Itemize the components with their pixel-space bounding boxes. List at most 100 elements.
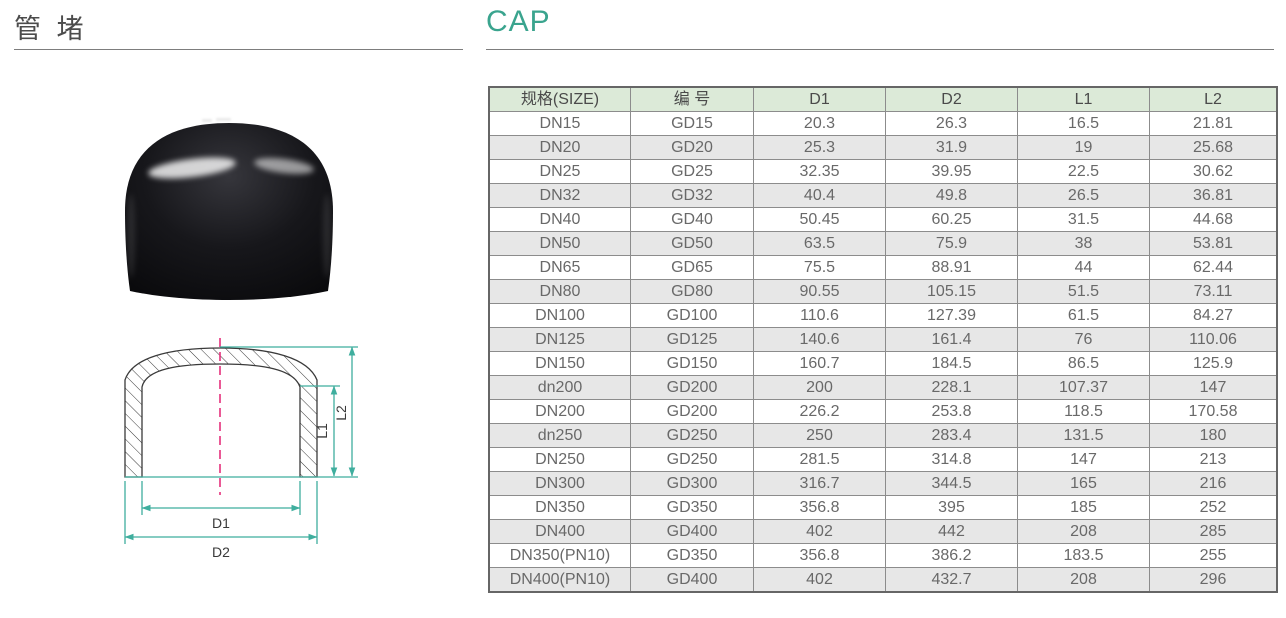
table-cell: 30.62 xyxy=(1149,159,1278,184)
table-cell: DN400 xyxy=(488,519,631,544)
table-cell: 131.5 xyxy=(1017,423,1150,448)
table-cell: 356.8 xyxy=(753,543,886,568)
table-row: DN350(PN10) GD350 356.8 386.2 183.5 255 xyxy=(488,543,1278,568)
table-cell: 356.8 xyxy=(753,495,886,520)
table-cell: 316.7 xyxy=(753,471,886,496)
table-cell: 183.5 xyxy=(1017,543,1150,568)
table-cell: 51.5 xyxy=(1017,279,1150,304)
column-header: L2 xyxy=(1149,86,1278,112)
table-cell: 31.5 xyxy=(1017,207,1150,232)
table-cell: 21.81 xyxy=(1149,111,1278,136)
table-row: DN400(PN10) GD400 402 432.7 208 296 xyxy=(488,567,1278,593)
table-cell: 213 xyxy=(1149,447,1278,472)
table-cell: 125.9 xyxy=(1149,351,1278,376)
table-cell: 110.6 xyxy=(753,303,886,328)
table-cell: 60.25 xyxy=(885,207,1018,232)
table-cell: 38 xyxy=(1017,231,1150,256)
table-row: DN15 GD15 20.3 26.3 16.5 21.81 xyxy=(488,111,1278,136)
table-row: DN400 GD400 402 442 208 285 xyxy=(488,519,1278,544)
table-cell: 32.35 xyxy=(753,159,886,184)
table-cell: 140.6 xyxy=(753,327,886,352)
table-cell: GD200 xyxy=(630,399,754,424)
table-cell: 208 xyxy=(1017,519,1150,544)
cap-highlight-right xyxy=(254,158,314,174)
table-cell: DN100 xyxy=(488,303,631,328)
table-row: DN200 GD200 226.2 253.8 118.5 170.58 xyxy=(488,399,1278,424)
table-cell: 63.5 xyxy=(753,231,886,256)
table-cell: DN350(PN10) xyxy=(488,543,631,568)
page-title-chinese: 管 堵 xyxy=(14,14,88,44)
table-header-row: 规格(SIZE) 编 号 D1 D2 L1 L2 xyxy=(488,86,1278,112)
table-cell: 226.2 xyxy=(753,399,886,424)
table-cell: 84.27 xyxy=(1149,303,1278,328)
table-cell: GD125 xyxy=(630,327,754,352)
table-cell: 53.81 xyxy=(1149,231,1278,256)
table-cell: 22.5 xyxy=(1017,159,1150,184)
table-cell: DN400(PN10) xyxy=(488,567,631,593)
column-header: L1 xyxy=(1017,86,1150,112)
table-cell: 170.58 xyxy=(1149,399,1278,424)
table-cell: DN200 xyxy=(488,399,631,424)
table-cell: GD40 xyxy=(630,207,754,232)
table-cell: 118.5 xyxy=(1017,399,1150,424)
table-cell: 402 xyxy=(753,519,886,544)
table-cell: GD50 xyxy=(630,231,754,256)
table-cell: 180 xyxy=(1149,423,1278,448)
table-cell: 200 xyxy=(753,375,886,400)
table-cell: 61.5 xyxy=(1017,303,1150,328)
table-cell: 386.2 xyxy=(885,543,1018,568)
table-cell: 255 xyxy=(1149,543,1278,568)
title-underline-left xyxy=(14,49,463,50)
table-row: DN150 GD150 160.7 184.5 86.5 125.9 xyxy=(488,351,1278,376)
title-underline-right xyxy=(486,49,1274,50)
table-cell: 44 xyxy=(1017,255,1150,280)
table-cell: GD65 xyxy=(630,255,754,280)
table-row: DN100 GD100 110.6 127.39 61.5 84.27 xyxy=(488,303,1278,328)
table-cell: 107.37 xyxy=(1017,375,1150,400)
table-cell: 25.68 xyxy=(1149,135,1278,160)
table-cell: 432.7 xyxy=(885,567,1018,593)
table-cell: 250 xyxy=(753,423,886,448)
table-cell: 127.39 xyxy=(885,303,1018,328)
table-row: DN350 GD350 356.8 395 185 252 xyxy=(488,495,1278,520)
table-cell: DN50 xyxy=(488,231,631,256)
table-cell: 281.5 xyxy=(753,447,886,472)
table-row: DN80 GD80 90.55 105.15 51.5 73.11 xyxy=(488,279,1278,304)
table-cell: 26.3 xyxy=(885,111,1018,136)
dimension-lines xyxy=(124,346,358,544)
table-cell: GD25 xyxy=(630,159,754,184)
table-cell: 75.9 xyxy=(885,231,1018,256)
table-cell: GD20 xyxy=(630,135,754,160)
table-cell: 73.11 xyxy=(1149,279,1278,304)
table-cell: GD80 xyxy=(630,279,754,304)
cap-highlight-left xyxy=(148,157,236,179)
column-header: D1 xyxy=(753,86,886,112)
diagram-label-d2: D2 xyxy=(212,544,230,560)
table-cell: 88.91 xyxy=(885,255,1018,280)
table-cell: 26.5 xyxy=(1017,183,1150,208)
table-cell: 75.5 xyxy=(753,255,886,280)
table-cell: GD300 xyxy=(630,471,754,496)
table-cell: GD200 xyxy=(630,375,754,400)
table-cell: DN40 xyxy=(488,207,631,232)
product-photo-pipe-cap xyxy=(125,118,333,300)
table-cell: GD350 xyxy=(630,543,754,568)
dimension-diagram: D1 D2 L1 L2 xyxy=(124,338,358,560)
table-cell: GD400 xyxy=(630,519,754,544)
cap-rim-light-left xyxy=(127,194,135,278)
table-cell: 39.95 xyxy=(885,159,1018,184)
table-cell: 147 xyxy=(1149,375,1278,400)
table-cell: 216 xyxy=(1149,471,1278,496)
table-cell: 296 xyxy=(1149,567,1278,593)
table-cell: DN65 xyxy=(488,255,631,280)
table-row: DN20 GD20 25.3 31.9 19 25.68 xyxy=(488,135,1278,160)
page-title-english: CAP xyxy=(486,5,551,38)
table-row: DN65 GD65 75.5 88.91 44 62.44 xyxy=(488,255,1278,280)
table-cell: 86.5 xyxy=(1017,351,1150,376)
table-cell: 19 xyxy=(1017,135,1150,160)
table-row: DN300 GD300 316.7 344.5 165 216 xyxy=(488,471,1278,496)
table-row: DN25 GD25 32.35 39.95 22.5 30.62 xyxy=(488,159,1278,184)
table-cell: 147 xyxy=(1017,447,1150,472)
table-cell: DN350 xyxy=(488,495,631,520)
